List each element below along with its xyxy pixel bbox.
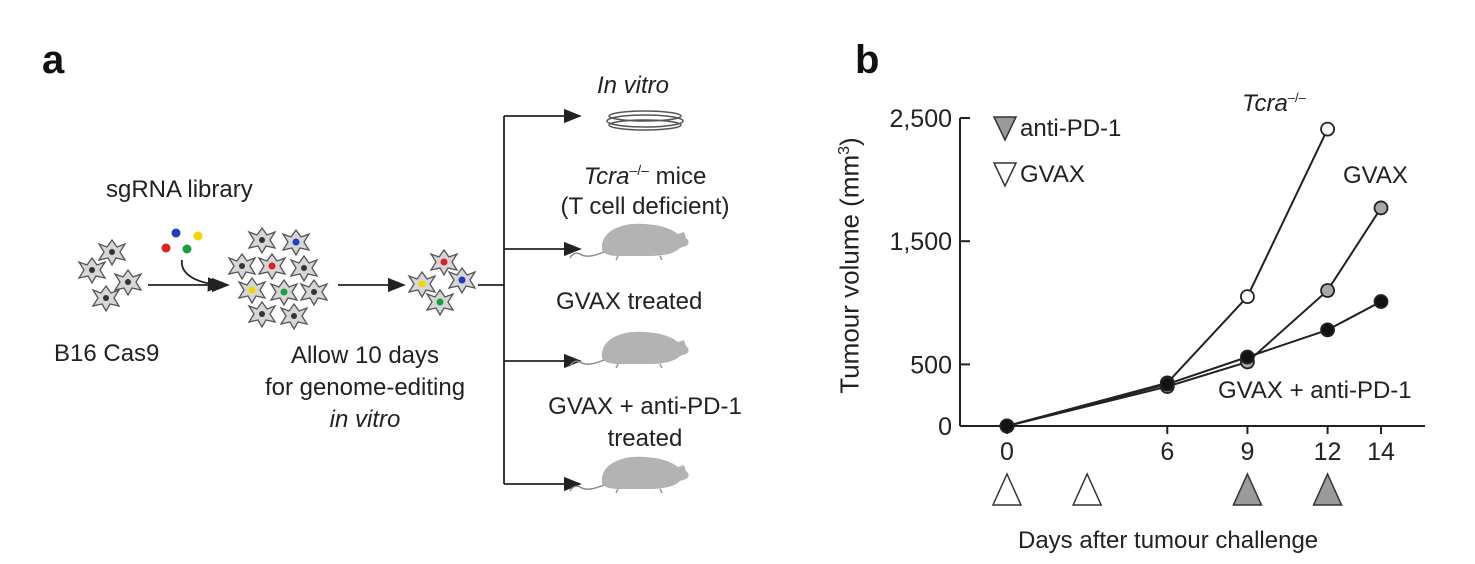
x-tick-label: 14 (1367, 438, 1395, 466)
legend-anti-pd1-triangle-icon (992, 116, 1018, 142)
branch-arrows (478, 108, 582, 492)
y-tick-label: 0 (938, 413, 952, 441)
data-point (1373, 294, 1389, 309)
x-tick-label: 9 (1240, 438, 1254, 466)
series-line (1006, 300, 1382, 427)
sgrna-library-icon (161, 228, 226, 292)
allow-10-days-label: Allow 10 days for genome-editing in vitr… (264, 342, 466, 433)
data-point (1240, 349, 1255, 365)
panel-b-letter: b (855, 38, 880, 82)
b16-cas9-label: B16 Cas9 (54, 340, 160, 367)
data-point (1320, 283, 1335, 298)
series-label-tcra: Tcra–/– (1242, 90, 1306, 117)
treatment-triangle-icon (991, 472, 1023, 506)
x-tick-label: 0 (1000, 438, 1014, 466)
chart-data-points (999, 121, 1389, 434)
data-point (1159, 376, 1175, 392)
treatment-triangle-icon (1312, 472, 1343, 506)
petri-dish-icon (606, 110, 684, 131)
y-tick-label: 500 (910, 351, 952, 379)
sgrna-library-label: sgRNA library (106, 176, 253, 203)
data-point (1240, 289, 1255, 305)
x-tick-label: 12 (1314, 438, 1342, 466)
legend-gvax-label: GVAX (1020, 161, 1085, 188)
y-tick-label: 1,500 (889, 228, 952, 256)
gvax-treated-label: GVAX treated (556, 288, 703, 315)
data-point (1373, 200, 1389, 216)
legend-gvax-triangle-icon (992, 162, 1018, 188)
data-point (999, 418, 1015, 434)
tcra-mice-label: Tcra–/– mice (T cell deficient) (560, 162, 730, 220)
b16-cell-cluster (78, 239, 142, 312)
legend-anti-pd1-label: anti-PD-1 (1020, 115, 1122, 142)
y-tick-label: 2,500 (889, 105, 952, 133)
series-label-gvax: GVAX (1343, 162, 1408, 189)
panel-a-letter: a (42, 38, 65, 82)
in-vitro-label: In vitro (597, 72, 670, 99)
x-axis-label: Days after tumour challenge (1018, 527, 1319, 554)
edited-cell-cluster (228, 227, 328, 330)
gvax-pd1-treated-label: GVAX + anti-PD-1 treated (548, 393, 742, 452)
x-tick-label: 6 (1160, 438, 1174, 466)
treatment-markers (991, 472, 1343, 506)
treatment-triangle-icon (1232, 472, 1263, 506)
data-point (1320, 322, 1335, 338)
data-point (1320, 121, 1335, 137)
treatment-triangle-icon (1071, 472, 1103, 506)
series-label-gvax-pd1: GVAX + anti-PD-1 (1218, 377, 1412, 404)
chart-axes: 0 500 1,500 2,500 0 6 9 12 14 (889, 105, 1425, 466)
selected-cell-cluster (408, 249, 476, 316)
